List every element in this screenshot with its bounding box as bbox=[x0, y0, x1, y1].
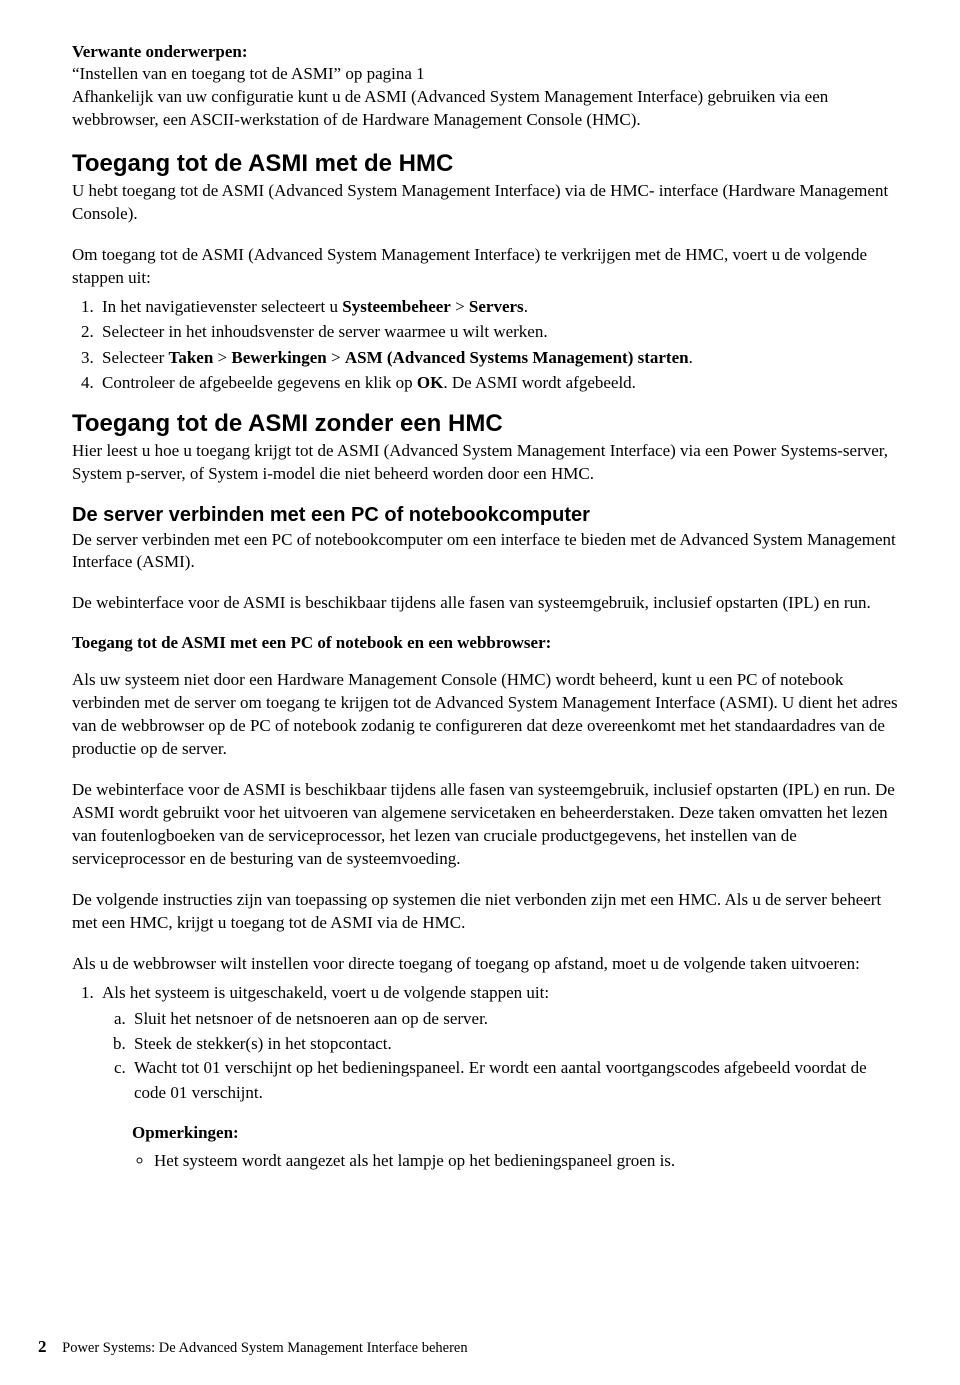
steps-list: Als het systeem is uitgeschakeld, voert … bbox=[72, 980, 900, 1173]
steps-list: In het navigatievenster selecteert u Sys… bbox=[72, 294, 900, 396]
step-text: . bbox=[689, 348, 693, 367]
step-text: Selecteer bbox=[102, 348, 169, 367]
related-topics-heading: Verwante onderwerpen: bbox=[72, 42, 900, 62]
step-text: In het navigatievenster selecteert u bbox=[102, 297, 342, 316]
ui-term: Taken bbox=[169, 348, 214, 367]
step-text: > bbox=[327, 348, 345, 367]
step-item-1: Als het systeem is uitgeschakeld, voert … bbox=[98, 980, 900, 1173]
paragraph: De volgende instructies zijn van toepass… bbox=[72, 889, 900, 935]
ui-term: Servers bbox=[469, 297, 524, 316]
page-number: 2 bbox=[38, 1337, 47, 1356]
step-text: . bbox=[524, 297, 528, 316]
step-item-3: Selecteer Taken > Bewerkingen > ASM (Adv… bbox=[98, 345, 900, 371]
ui-term: ASM (Advanced Systems Management) starte… bbox=[345, 348, 689, 367]
substep-b: Steek de stekker(s) in het stopcontact. bbox=[130, 1032, 900, 1057]
subheading-access-webbrowser: Toegang tot de ASMI met een PC of notebo… bbox=[72, 633, 900, 653]
substep-a: Sluit het netsnoer of de netsnoeren aan … bbox=[130, 1007, 900, 1032]
related-topic-desc: Afhankelijk van uw configuratie kunt u d… bbox=[72, 86, 900, 132]
ui-term: Systeembeheer bbox=[342, 297, 451, 316]
substep-c: Wacht tot 01 verschijnt op het bediening… bbox=[130, 1056, 900, 1105]
page-footer: 2 Power Systems: De Advanced System Mana… bbox=[38, 1337, 468, 1357]
step-item-1: In het navigatievenster selecteert u Sys… bbox=[98, 294, 900, 320]
step-text: Als het systeem is uitgeschakeld, voert … bbox=[102, 983, 549, 1002]
note-item: Het systeem wordt aangezet als het lampj… bbox=[154, 1149, 900, 1173]
step-text: Controleer de afgebeelde gegevens en kli… bbox=[102, 373, 417, 392]
step-text: > bbox=[213, 348, 231, 367]
paragraph: De webinterface voor de ASMI is beschikb… bbox=[72, 592, 900, 615]
ui-term: Bewerkingen bbox=[231, 348, 326, 367]
step-item-2: Selecteer in het inhoudsvenster de serve… bbox=[98, 319, 900, 345]
notes-list: Het systeem wordt aangezet als het lampj… bbox=[132, 1149, 900, 1173]
paragraph: De server verbinden met een PC of notebo… bbox=[72, 529, 900, 575]
related-topic-link: “Instellen van en toegang tot de ASMI” o… bbox=[72, 64, 900, 84]
subsection-heading-connect-pc: De server verbinden met een PC of notebo… bbox=[72, 504, 900, 527]
notes-block: Opmerkingen: Het systeem wordt aangezet … bbox=[132, 1120, 900, 1173]
steps-lead: Om toegang tot de ASMI (Advanced System … bbox=[72, 244, 900, 290]
substeps-list: Sluit het netsnoer of de netsnoeren aan … bbox=[102, 1007, 900, 1106]
section-intro: U hebt toegang tot de ASMI (Advanced Sys… bbox=[72, 180, 900, 226]
ui-term: OK bbox=[417, 373, 443, 392]
section-heading-asmi-hmc: Toegang tot de ASMI met de HMC bbox=[72, 150, 900, 178]
section-heading-asmi-no-hmc: Toegang tot de ASMI zonder een HMC bbox=[72, 410, 900, 438]
step-text: > bbox=[451, 297, 469, 316]
section-intro: Hier leest u hoe u toegang krijgt tot de… bbox=[72, 440, 900, 486]
steps-lead: Als u de webbrowser wilt instellen voor … bbox=[72, 953, 900, 976]
notes-heading: Opmerkingen: bbox=[132, 1120, 900, 1146]
paragraph: Als uw systeem niet door een Hardware Ma… bbox=[72, 669, 900, 761]
footer-title: Power Systems: De Advanced System Manage… bbox=[62, 1340, 467, 1356]
step-item-4: Controleer de afgebeelde gegevens en kli… bbox=[98, 370, 900, 396]
document-page: Verwante onderwerpen: “Instellen van en … bbox=[0, 0, 960, 1385]
paragraph: De webinterface voor de ASMI is beschikb… bbox=[72, 779, 900, 871]
step-text: . De ASMI wordt afgebeeld. bbox=[443, 373, 636, 392]
